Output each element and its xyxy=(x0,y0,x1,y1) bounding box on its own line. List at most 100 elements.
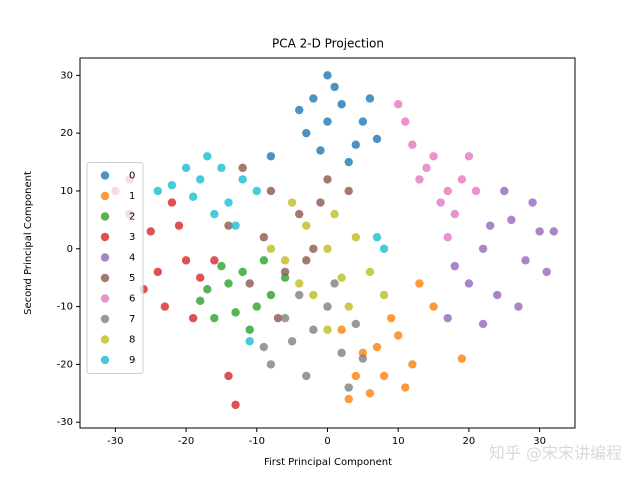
scatter-point xyxy=(252,302,261,311)
scatter-point xyxy=(203,285,212,294)
scatter-point xyxy=(471,186,481,196)
scatter-point xyxy=(457,175,467,184)
scatter-point xyxy=(196,273,205,282)
scatter-point xyxy=(238,175,247,184)
scatter-point xyxy=(196,175,205,184)
scatter-point xyxy=(238,163,247,173)
scatter-point xyxy=(295,209,304,219)
scatter-point xyxy=(379,244,389,253)
scatter-point xyxy=(450,261,459,271)
scatter-point xyxy=(181,163,191,173)
scatter-point xyxy=(528,198,537,207)
scatter-point xyxy=(542,267,551,277)
scatter-point xyxy=(535,227,544,236)
scatter-point xyxy=(224,198,233,207)
scatter-point xyxy=(415,175,424,184)
x-tick-label: -10 xyxy=(249,436,265,447)
scatter-point xyxy=(344,383,353,392)
scatter-point xyxy=(330,82,339,92)
scatter-point xyxy=(408,140,417,149)
scatter-point xyxy=(344,394,353,404)
scatter-point xyxy=(394,100,403,109)
scatter-point xyxy=(337,325,346,334)
y-tick-label: 10 xyxy=(60,186,73,197)
scatter-point xyxy=(280,273,290,282)
scatter-point xyxy=(153,267,162,277)
x-tick-label: -20 xyxy=(178,436,194,447)
x-tick-label: -30 xyxy=(107,436,123,447)
scatter-point xyxy=(266,360,276,369)
scatter-point xyxy=(210,256,219,265)
x-axis-label: First Principal Component xyxy=(264,457,392,468)
scatter-point xyxy=(500,186,509,196)
scatter-point xyxy=(231,221,240,230)
scatter-point xyxy=(351,371,360,381)
scatter-point xyxy=(309,325,318,334)
scatter-point xyxy=(245,325,254,334)
scatter-point xyxy=(280,256,290,265)
scatter-point xyxy=(337,273,346,282)
scatter-point xyxy=(493,290,502,300)
legend-marker xyxy=(100,212,110,221)
scatter-point xyxy=(224,279,233,288)
y-tick-label: 20 xyxy=(60,128,73,139)
scatter-point xyxy=(287,198,297,207)
scatter-point xyxy=(429,152,438,161)
scatter-point xyxy=(167,198,177,207)
scatter-point xyxy=(372,342,382,352)
legend-marker xyxy=(100,171,110,180)
y-tick-label: -20 xyxy=(57,359,73,370)
scatter-point xyxy=(478,244,488,253)
legend-label: 3 xyxy=(129,232,135,243)
scatter-point xyxy=(295,279,304,288)
scatter-point xyxy=(337,348,346,358)
scatter-point xyxy=(273,313,283,323)
scatter-point xyxy=(224,221,233,230)
scatter-point xyxy=(415,279,424,288)
legend-marker xyxy=(100,314,110,324)
scatter-point xyxy=(464,279,474,288)
x-tick-label: 20 xyxy=(463,436,476,447)
scatter-point xyxy=(351,319,360,329)
scatter-point xyxy=(196,296,205,306)
scatter-point xyxy=(266,244,276,253)
scatter-point xyxy=(302,128,311,138)
legend-marker xyxy=(100,335,110,344)
scatter-point xyxy=(436,198,445,207)
legend-marker xyxy=(100,273,110,283)
scatter-point xyxy=(295,105,304,115)
scatter-point xyxy=(429,302,438,311)
scatter-point xyxy=(217,261,226,271)
legend-marker xyxy=(100,232,110,242)
scatter-point xyxy=(238,267,247,277)
scatter-point xyxy=(443,233,452,242)
y-tick-label: 30 xyxy=(60,70,73,81)
scatter-point xyxy=(323,71,332,80)
scatter-point xyxy=(160,302,170,311)
scatter-point xyxy=(309,94,318,103)
legend-marker xyxy=(100,191,110,201)
scatter-point xyxy=(379,290,389,300)
scatter-point xyxy=(521,256,530,265)
legend-label: 6 xyxy=(129,294,135,305)
scatter-point xyxy=(153,186,162,196)
scatter-point xyxy=(358,354,368,363)
scatter-point xyxy=(450,209,459,219)
scatter-point xyxy=(309,290,318,300)
scatter-point xyxy=(394,331,403,340)
scatter-point xyxy=(188,192,198,201)
scatter-point xyxy=(323,175,332,184)
scatter-point xyxy=(167,180,177,190)
scatter-point xyxy=(245,337,254,346)
plot-frame xyxy=(79,57,576,429)
legend-marker xyxy=(100,355,110,365)
scatter-point xyxy=(549,227,558,236)
y-tick-label: -10 xyxy=(57,302,73,313)
x-tick-label: 10 xyxy=(392,436,405,447)
y-tick-label: -30 xyxy=(57,417,73,428)
scatter-point xyxy=(245,279,254,288)
scatter-point xyxy=(231,308,240,317)
scatter-point xyxy=(401,383,410,392)
scatter-point xyxy=(408,360,417,369)
